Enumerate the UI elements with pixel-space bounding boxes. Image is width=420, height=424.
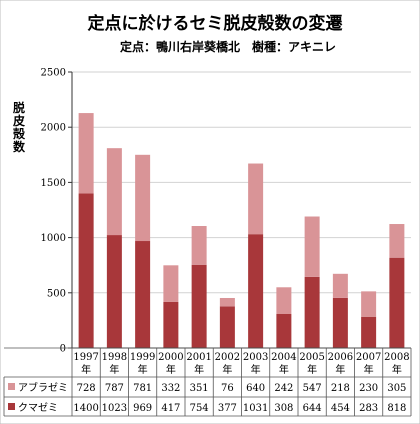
y-tick-label: 0 bbox=[60, 344, 66, 355]
table-cell: 351 bbox=[190, 383, 209, 394]
bar-aburazemi bbox=[332, 273, 348, 298]
chart-subtitle: 定点：鴨川右岸葵橋北 樹種：アキニレ bbox=[120, 39, 336, 54]
x-tick-label: 2001 bbox=[186, 352, 211, 363]
table-cell: 417 bbox=[161, 403, 180, 414]
table-cell: 305 bbox=[387, 383, 406, 394]
table-cell: 644 bbox=[303, 403, 322, 414]
table-cell: 969 bbox=[133, 403, 152, 414]
x-tick-label-suffix: 年 bbox=[335, 363, 345, 376]
bar-kumazemi bbox=[106, 235, 122, 348]
table-cell: 1023 bbox=[102, 403, 127, 414]
y-tick-label: 1000 bbox=[41, 233, 66, 244]
bar-kumazemi bbox=[361, 316, 377, 348]
table-cell: 640 bbox=[246, 383, 265, 394]
y-tick-label: 2000 bbox=[41, 123, 66, 134]
x-tick-label: 2003 bbox=[243, 352, 268, 363]
table-cell: 547 bbox=[303, 383, 322, 394]
table-cell: 332 bbox=[161, 383, 180, 394]
table-cell: 283 bbox=[359, 403, 378, 414]
bar-aburazemi bbox=[248, 163, 264, 235]
plot-area bbox=[72, 72, 411, 348]
y-axis-label-char: 殻 bbox=[13, 126, 26, 141]
table-cell: 728 bbox=[77, 383, 96, 394]
x-tick-label: 2000 bbox=[158, 352, 183, 363]
bar-aburazemi bbox=[389, 224, 405, 258]
bar-kumazemi bbox=[248, 234, 264, 348]
x-tick-label-suffix: 年 bbox=[364, 363, 374, 376]
bar-aburazemi bbox=[304, 216, 320, 277]
x-tick-label: 2008 bbox=[384, 352, 409, 363]
y-tick-label: 2500 bbox=[41, 68, 66, 79]
x-tick-label-suffix: 年 bbox=[307, 363, 317, 376]
gridlines bbox=[72, 71, 411, 349]
table-cell: 76 bbox=[221, 383, 234, 394]
x-tick-label: 1999 bbox=[130, 352, 155, 363]
table-cell: 377 bbox=[218, 403, 237, 414]
bars bbox=[78, 113, 405, 348]
table-cell: 308 bbox=[274, 403, 293, 414]
y-axis-label-char: 脱 bbox=[13, 100, 25, 115]
bar-kumazemi bbox=[389, 257, 405, 348]
bar-kumazemi bbox=[135, 241, 151, 348]
bar-kumazemi bbox=[276, 313, 292, 348]
x-tick-label: 2006 bbox=[328, 352, 353, 363]
x-tick-label-suffix: 年 bbox=[194, 363, 204, 376]
bar-aburazemi bbox=[106, 148, 122, 236]
table-cell: 218 bbox=[331, 383, 350, 394]
table-cell: 242 bbox=[274, 383, 293, 394]
bar-aburazemi bbox=[219, 297, 235, 307]
legend-label: クマゼミ bbox=[18, 402, 58, 414]
table-cell: 781 bbox=[133, 383, 152, 394]
chart-title: 定点に於けるセミ脱皮殻数の変遷 bbox=[88, 13, 343, 34]
bar-kumazemi bbox=[219, 306, 235, 348]
y-tick-label: 1500 bbox=[41, 178, 66, 189]
x-tick-label-suffix: 年 bbox=[251, 363, 261, 376]
x-tick-label: 1998 bbox=[102, 352, 127, 363]
bar-kumazemi bbox=[78, 193, 94, 348]
table-cell: 754 bbox=[190, 403, 209, 414]
x-tick-label: 1997 bbox=[73, 352, 98, 363]
bar-aburazemi bbox=[163, 265, 179, 302]
y-axis-label: 脱皮殻数 bbox=[12, 100, 26, 154]
bar-kumazemi bbox=[332, 297, 348, 348]
bar-aburazemi bbox=[276, 287, 292, 314]
y-axis-label-char: 皮 bbox=[12, 113, 25, 128]
x-tick-label-suffix: 年 bbox=[222, 363, 232, 376]
x-tick-label-suffix: 年 bbox=[392, 363, 402, 376]
legend-label: アブラゼミ bbox=[18, 381, 68, 394]
x-tick-label: 2005 bbox=[299, 352, 324, 363]
table-cell: 1400 bbox=[73, 403, 98, 414]
bar-aburazemi bbox=[78, 113, 94, 194]
table-cell: 1031 bbox=[243, 403, 268, 414]
x-tick-label-suffix: 年 bbox=[138, 363, 148, 376]
table-cell: 818 bbox=[387, 403, 406, 414]
y-tick-label: 500 bbox=[47, 288, 66, 299]
bar-aburazemi bbox=[361, 291, 377, 317]
x-tick-label-suffix: 年 bbox=[109, 363, 119, 376]
bar-kumazemi bbox=[163, 301, 179, 348]
table-cell: 454 bbox=[331, 403, 350, 414]
x-tick-label-suffix: 年 bbox=[279, 363, 289, 376]
x-tick-label: 2007 bbox=[356, 352, 381, 363]
legend-swatch bbox=[8, 383, 15, 390]
bar-aburazemi bbox=[135, 154, 151, 242]
x-tick-label-suffix: 年 bbox=[81, 363, 91, 376]
x-tick-label: 2004 bbox=[271, 352, 296, 363]
table-cell: 230 bbox=[359, 383, 378, 394]
y-axis-label-char: 数 bbox=[13, 139, 26, 154]
bar-kumazemi bbox=[191, 264, 207, 348]
legend-swatch bbox=[8, 403, 15, 410]
bar-aburazemi bbox=[191, 226, 207, 265]
bar-kumazemi bbox=[304, 276, 320, 348]
x-tick-label-suffix: 年 bbox=[166, 363, 176, 376]
x-tick-label: 2002 bbox=[215, 352, 240, 363]
table-cell: 787 bbox=[105, 383, 124, 394]
data-table: 1997年1998年1999年2000年2001年2002年2003年2004年… bbox=[3, 347, 412, 417]
